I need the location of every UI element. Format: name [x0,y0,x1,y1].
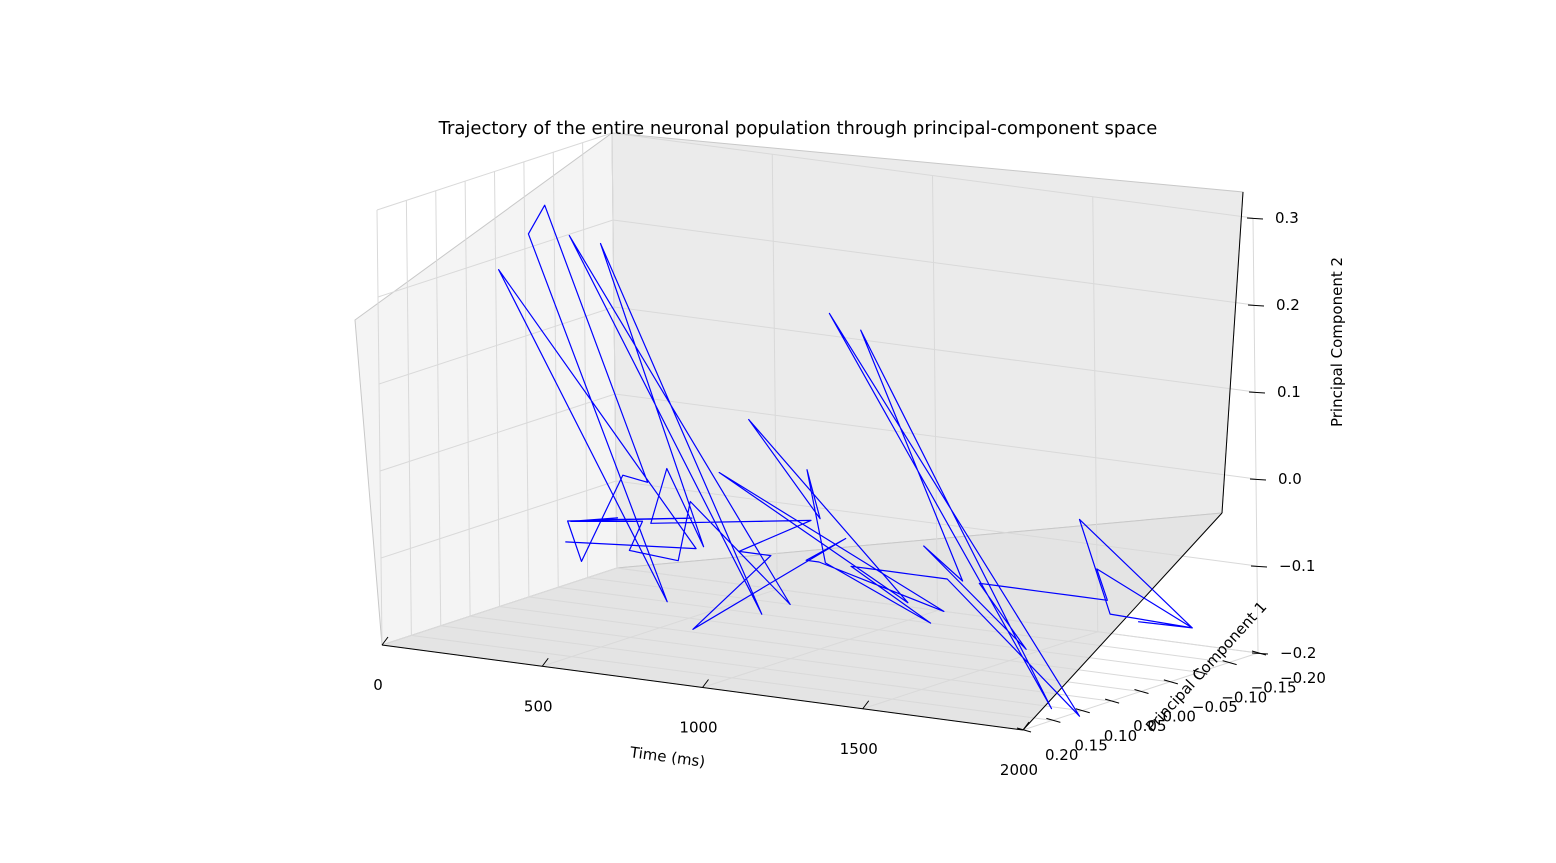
x-tick [702,679,709,688]
grid-lines [376,132,1259,731]
left-pane [354,132,618,646]
x-tick-label: 0 [373,676,383,694]
z-tick [1247,304,1265,307]
y-tick-label: −0.10 [1221,688,1267,706]
y-tick-label: 0.20 [1045,746,1078,764]
trajectory-line [498,204,1193,717]
x-tick-label: 1500 [840,740,878,758]
z-tick [1251,652,1269,655]
z-tick-label: 0.3 [1275,209,1299,227]
y-tick-label: 0.15 [1074,736,1107,754]
x-tick [1022,721,1030,731]
z-tick [1248,391,1266,394]
z-tick-label: −0.2 [1280,644,1316,662]
z-tick-label: 0.1 [1277,383,1301,401]
x-axis-label: Time (ms) [628,743,706,771]
y-tick [1134,689,1149,694]
x-tick [381,636,389,646]
y-tick-label: −0.15 [1251,679,1297,697]
z-tick [1250,565,1268,568]
tick-marks [381,217,1269,733]
y-tick-label: 0.10 [1104,727,1137,745]
y-tick-label: −0.20 [1280,669,1326,687]
z-tick [1246,217,1264,220]
z-gridline [381,567,1259,654]
y-tick-label: −0.05 [1192,698,1238,716]
z-gridline [377,219,1255,306]
y-tick [1193,669,1208,675]
x-tick [541,657,549,667]
tick-labels: 0500100015002000−0.20−0.15−0.10−0.050.00… [373,209,1326,779]
z-axis-label: Principal Component 2 [1328,257,1346,427]
y-tick [1016,727,1032,733]
back-pane [611,132,1244,569]
z-gridline [376,132,1254,219]
y-tick-label: 0.05 [1133,717,1166,735]
x-tick-label: 2000 [1000,761,1038,779]
z-axis-line [1221,191,1244,514]
y-axis-line [1022,512,1223,731]
x-tick-label: 500 [524,697,553,715]
z-tick-label: 0.2 [1276,296,1300,314]
chart-title: Trajectory of the entire neuronal popula… [438,118,1158,139]
y-tick [1104,698,1120,704]
y-tick-label: 0.00 [1163,708,1196,726]
z-gridline [378,306,1256,393]
y-tick [1046,717,1061,723]
z-gridline [380,480,1258,567]
y-tick [1163,679,1179,685]
z-tick-label: 0.0 [1278,470,1302,488]
x-tick-label: 1000 [679,719,717,737]
z-tick-label: −0.1 [1279,557,1315,575]
y-tick [1075,708,1090,714]
z-tick [1249,478,1267,481]
y-tick [1222,660,1237,666]
x-tick [862,700,870,710]
